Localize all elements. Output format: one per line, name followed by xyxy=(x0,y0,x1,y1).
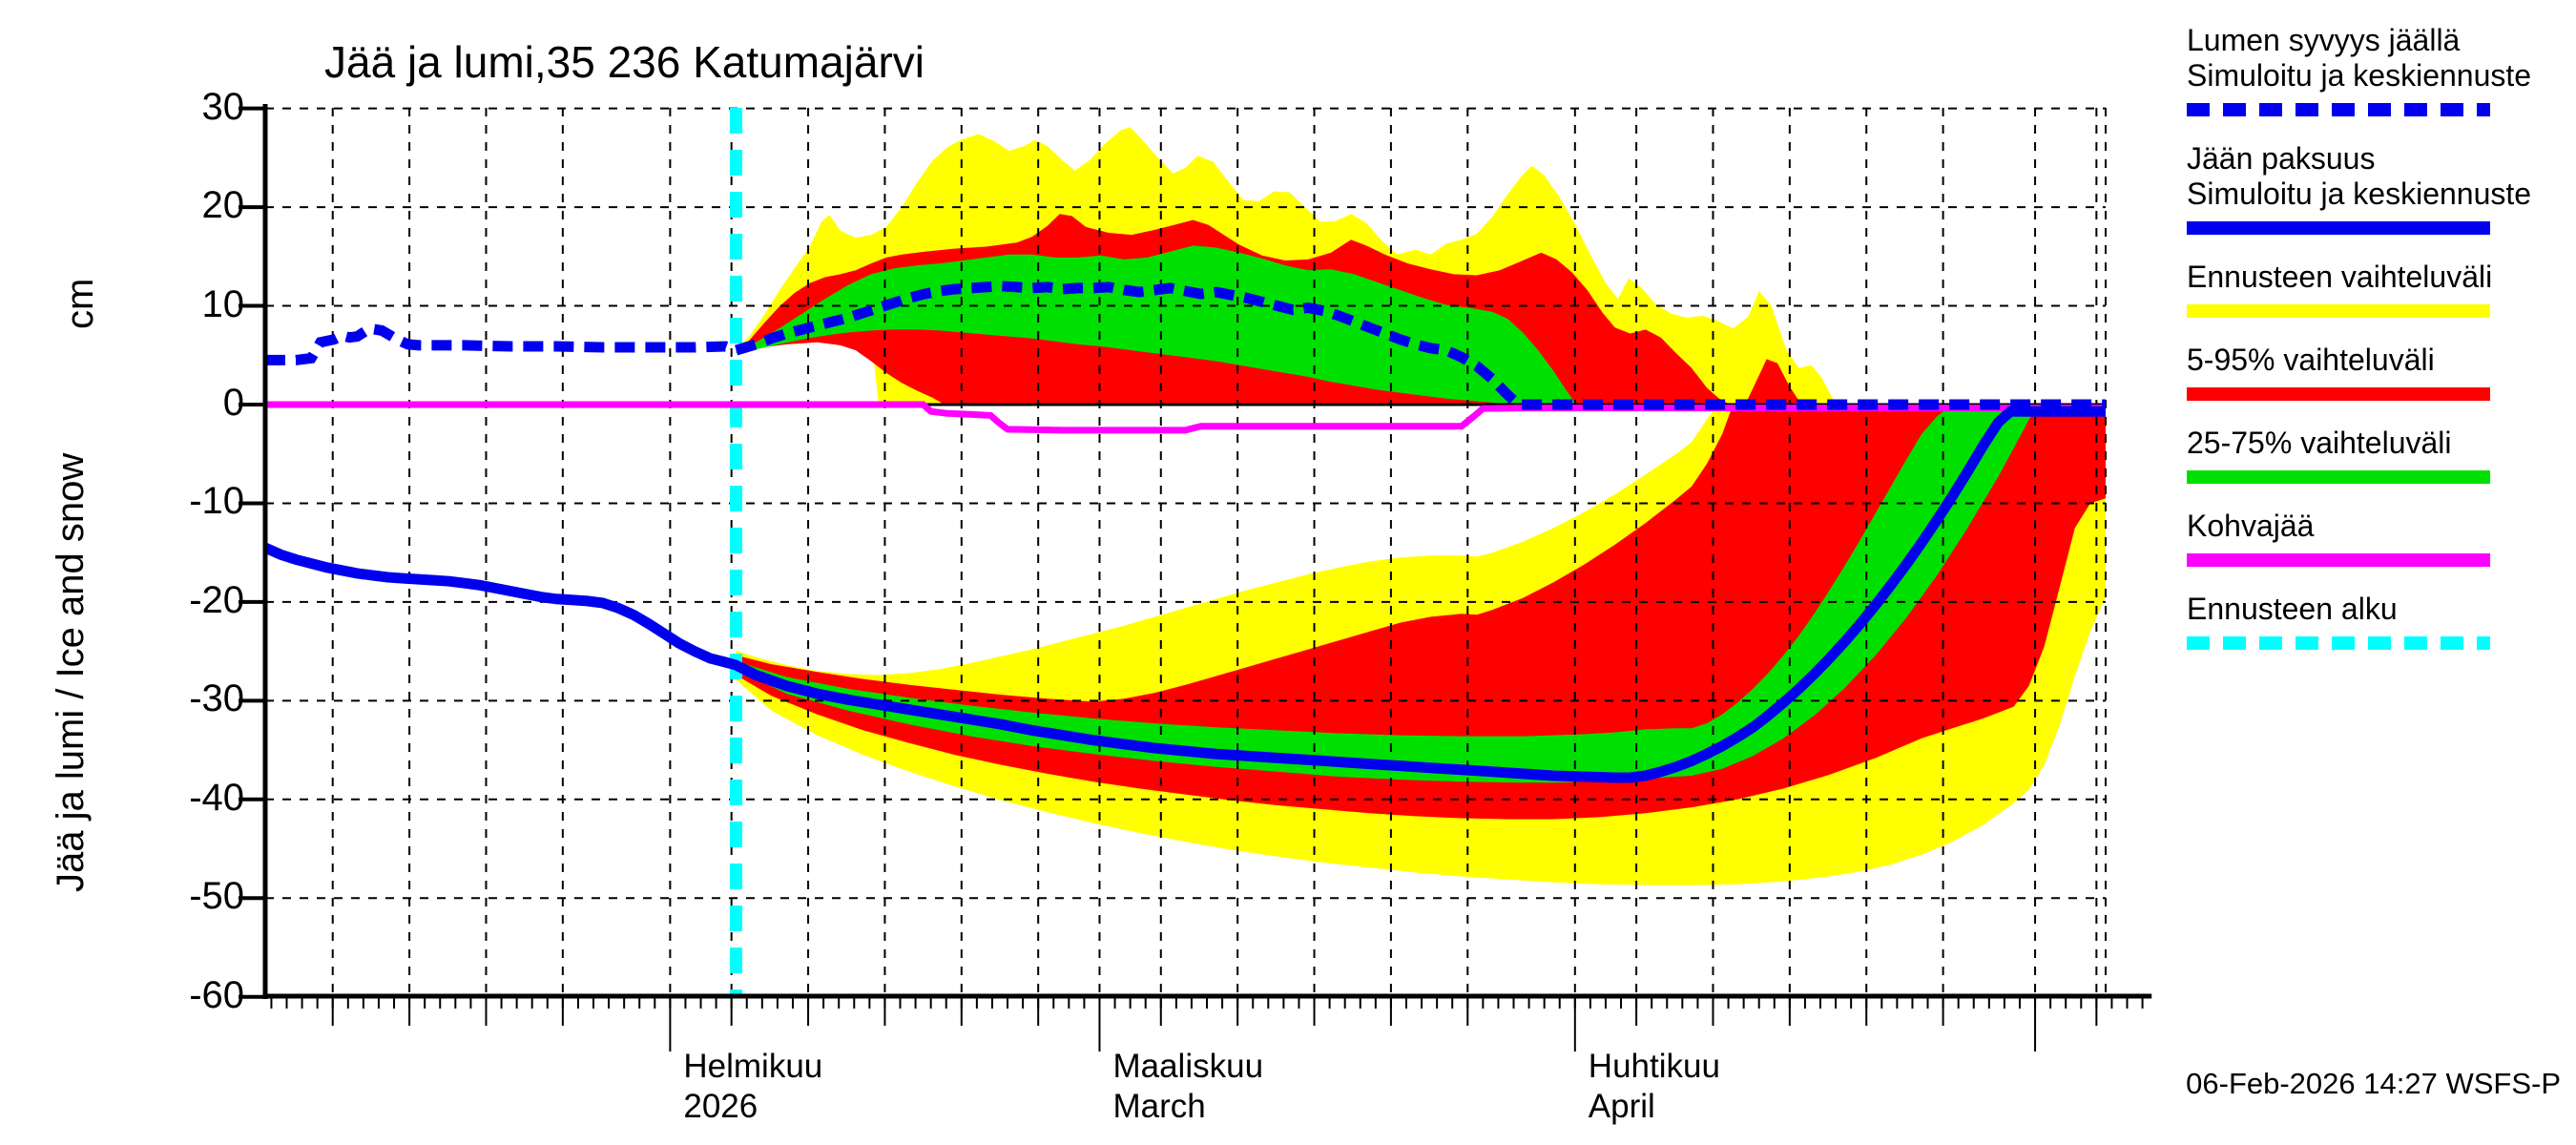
month-name: Huhtikuu xyxy=(1588,1048,1720,1085)
legend-sample-red-solid-line xyxy=(2187,387,2490,401)
y-tick-label: 0 xyxy=(222,382,244,424)
timestamp-footer: 06-Feb-2026 14:27 WSFS-P xyxy=(2186,1067,2561,1100)
legend-sample-blue-solid-line xyxy=(2187,221,2490,235)
legend-sample-green-solid-line xyxy=(2187,470,2490,484)
month-subname: 2026 xyxy=(683,1088,758,1125)
legend-entry: 25-75% vaihteluväli xyxy=(2187,426,2568,484)
month-label: Helmikuu 2026 xyxy=(683,1047,822,1127)
snow-depth-line xyxy=(265,281,2106,410)
legend-label: Ennusteen vaihteluväli xyxy=(2187,260,2493,294)
legend-label: Lumen syvyys jäällä xyxy=(2187,23,2461,57)
y-tick-label: 20 xyxy=(201,184,245,227)
y-tick-label: -20 xyxy=(189,578,244,621)
y-tick-label: 10 xyxy=(201,282,245,325)
legend-label: 25-75% vaihteluväli xyxy=(2187,426,2452,460)
month-subname: March xyxy=(1112,1088,1206,1125)
y-tick-label: -50 xyxy=(189,875,244,918)
legend-sample-cyan-dashed-line xyxy=(2187,636,2490,650)
chart-title: Jää ja lumi,35 236 Katumajärvi xyxy=(324,37,924,87)
legend-label: Kohvajää xyxy=(2187,509,2315,543)
legend-entry: 5-95% vaihteluväli xyxy=(2187,343,2568,401)
legend-entry: Kohvajää xyxy=(2187,509,2568,567)
legend-label: Simuloitu ja keskiennuste xyxy=(2187,177,2532,211)
y-tick-label: 30 xyxy=(201,85,245,128)
month-name: Helmikuu xyxy=(683,1048,823,1085)
legend-sample-blue-dashed-line xyxy=(2187,103,2490,116)
legend-label: Simuloitu ja keskiennuste xyxy=(2187,58,2532,93)
ice-25-75-band xyxy=(736,405,2106,783)
month-label: Maaliskuu March xyxy=(1112,1047,1263,1127)
legend-label: Jään paksuus xyxy=(2187,141,2376,176)
y-tick-label: -10 xyxy=(189,480,244,523)
month-name: Maaliskuu xyxy=(1112,1048,1264,1085)
ice-thickness-line xyxy=(262,406,2106,783)
y-tick-label: -40 xyxy=(189,776,244,819)
y-tick-label: -60 xyxy=(189,973,244,1016)
legend-label: 5-95% vaihteluväli xyxy=(2187,343,2435,377)
legend-sample-magenta-solid-line xyxy=(2187,553,2490,567)
legend-entry: Jään paksuus Simuloitu ja keskiennuste xyxy=(2187,141,2568,235)
legend-sample-yellow-solid-line xyxy=(2187,304,2490,318)
legend-entry: Ennusteen vaihteluväli xyxy=(2187,260,2568,318)
legend-entry: Ennusteen alku xyxy=(2187,592,2568,650)
month-label: Huhtikuu April xyxy=(1589,1047,1720,1127)
legend-label: Ennusteen alku xyxy=(2187,592,2398,626)
legend: Lumen syvyys jäällä Simuloitu ja keskienn… xyxy=(2187,23,2568,675)
month-subname: April xyxy=(1588,1088,1655,1125)
legend-entry: Lumen syvyys jäällä Simuloitu ja keskienn… xyxy=(2187,23,2568,116)
y-tick-label: -30 xyxy=(189,677,244,720)
